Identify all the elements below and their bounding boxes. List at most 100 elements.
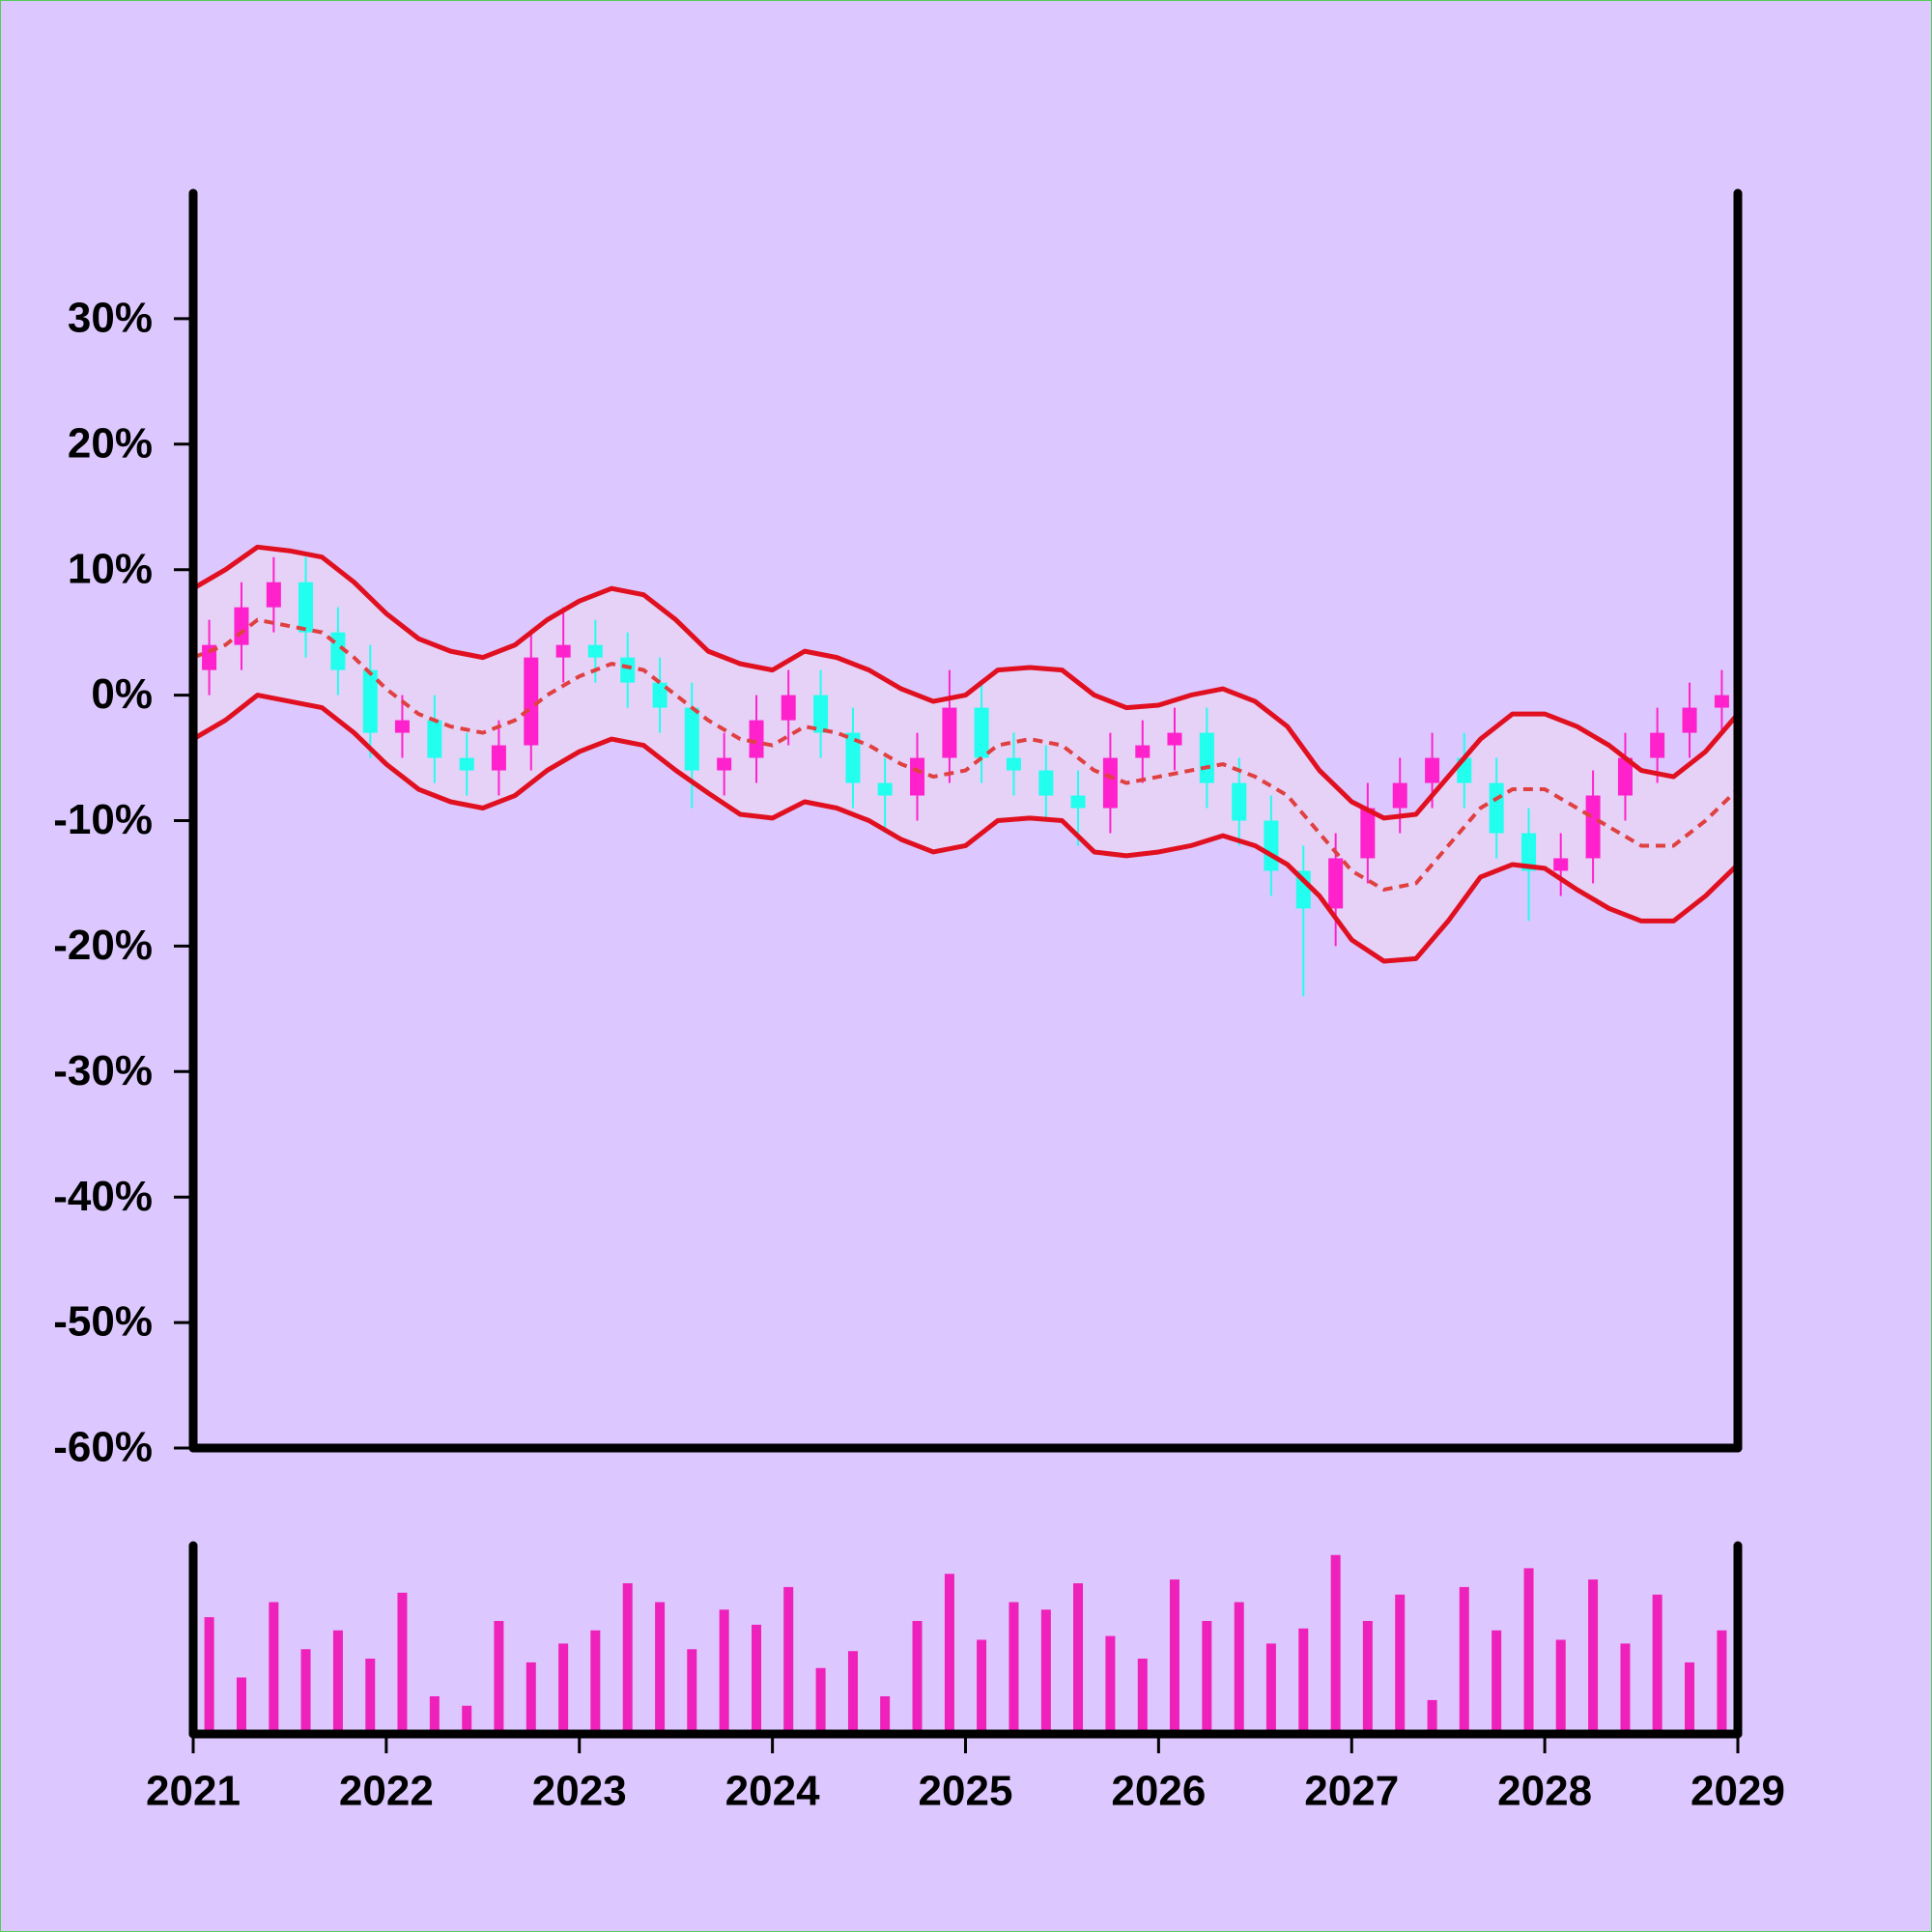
lower-band-line xyxy=(191,693,1740,964)
volume-bar xyxy=(815,1667,826,1734)
candle-body xyxy=(877,782,893,796)
candle-body xyxy=(1617,757,1633,796)
candle-body xyxy=(1489,782,1504,834)
x-tick-label: 2025 xyxy=(919,1768,1013,1815)
volume-bar xyxy=(1652,1594,1662,1734)
candle-body xyxy=(910,757,925,796)
volume-bar xyxy=(1685,1662,1695,1734)
volume-bar xyxy=(847,1651,858,1734)
candle-body xyxy=(1682,707,1697,733)
volume-bar xyxy=(1298,1628,1309,1734)
volume-bar xyxy=(719,1609,729,1734)
volume-bar xyxy=(1555,1639,1566,1734)
candle-body xyxy=(1199,732,1214,783)
x-tick-label: 2022 xyxy=(339,1768,434,1815)
y-tick-label: -40% xyxy=(53,1173,153,1220)
volume-bar xyxy=(558,1643,569,1734)
candle-body xyxy=(1264,820,1279,871)
candle-body xyxy=(1553,858,1569,871)
x-tick-label: 2027 xyxy=(1304,1768,1399,1815)
volume-bar xyxy=(332,1630,343,1734)
candle-body xyxy=(1232,782,1247,821)
volume-bar xyxy=(1265,1643,1276,1734)
volume-bar xyxy=(944,1574,954,1734)
volume-bar xyxy=(590,1630,601,1734)
y-tick-label: 30% xyxy=(68,295,153,342)
candle-body xyxy=(234,607,249,645)
candle-body xyxy=(942,707,957,758)
candle-body xyxy=(587,644,603,658)
candle-body xyxy=(1006,757,1021,771)
candle-body xyxy=(459,757,474,771)
volume-bar xyxy=(236,1677,246,1734)
volume-bar xyxy=(1395,1594,1406,1734)
volume-bar xyxy=(1040,1609,1051,1734)
candle-body xyxy=(1425,757,1440,783)
volume-bar xyxy=(397,1592,408,1734)
volume-bar xyxy=(494,1621,504,1734)
candle-body xyxy=(652,682,668,708)
y-tick-label: -10% xyxy=(53,796,153,843)
volume-bar xyxy=(300,1649,311,1734)
candle-body xyxy=(974,707,989,758)
y-tick-label: -60% xyxy=(53,1424,153,1471)
upper-band-line xyxy=(191,544,1740,821)
candle-body xyxy=(1585,795,1601,859)
candle-body xyxy=(1038,770,1054,796)
candle-body xyxy=(813,695,829,733)
volume-bar xyxy=(880,1696,891,1734)
candle-body xyxy=(1521,833,1537,871)
volume-bar xyxy=(1009,1602,1019,1734)
volume-bar xyxy=(1137,1659,1148,1734)
candle-body xyxy=(1650,732,1665,758)
x-tick-label: 2024 xyxy=(725,1768,820,1815)
volume-bar xyxy=(687,1649,697,1734)
y-tick-label: -20% xyxy=(53,922,153,969)
volume-bar xyxy=(1427,1699,1437,1734)
candle-body xyxy=(1070,795,1086,809)
candle-body xyxy=(555,644,571,658)
x-tick-label: 2026 xyxy=(1111,1768,1206,1815)
x-tick-label: 2028 xyxy=(1497,1768,1592,1815)
candle-body xyxy=(845,732,861,783)
volume-bar xyxy=(1234,1602,1244,1734)
middle-band-line xyxy=(192,617,1740,892)
candle-body xyxy=(749,720,764,758)
volume-bar xyxy=(1523,1568,1534,1734)
candle-body xyxy=(524,657,539,746)
volume-bar xyxy=(783,1586,794,1734)
y-tick-label: 0% xyxy=(91,670,153,718)
volume-bar xyxy=(977,1639,987,1734)
candle-body xyxy=(1392,782,1407,809)
candle-body xyxy=(1328,858,1344,909)
volume-bar xyxy=(1459,1586,1469,1734)
candle-body xyxy=(1102,757,1118,809)
band-fill xyxy=(193,547,1738,961)
volume-bar xyxy=(365,1659,376,1734)
candle-body xyxy=(298,582,314,633)
volume-bar xyxy=(1330,1554,1341,1734)
x-tick-label: 2023 xyxy=(532,1768,627,1815)
candle-body xyxy=(1714,695,1729,708)
candle-body xyxy=(1135,745,1151,758)
volume-bar xyxy=(1620,1643,1631,1734)
candle-body xyxy=(1360,808,1376,859)
volume-bar xyxy=(1169,1579,1179,1734)
y-tick-label: 20% xyxy=(68,419,153,467)
candle-body xyxy=(1167,732,1182,746)
x-tick-label: 2029 xyxy=(1690,1768,1785,1815)
volume-bar xyxy=(655,1602,666,1734)
volume-bar xyxy=(1202,1621,1212,1734)
volume-bar xyxy=(269,1602,279,1734)
volume-bar xyxy=(912,1621,923,1734)
volume-bar xyxy=(462,1705,472,1734)
volume-bar xyxy=(1362,1621,1373,1734)
candle-body xyxy=(266,582,281,608)
volume-bar xyxy=(1492,1630,1502,1734)
y-tick-label: -30% xyxy=(53,1047,153,1094)
candle-body xyxy=(427,720,442,758)
y-tick-label: -50% xyxy=(53,1298,153,1346)
